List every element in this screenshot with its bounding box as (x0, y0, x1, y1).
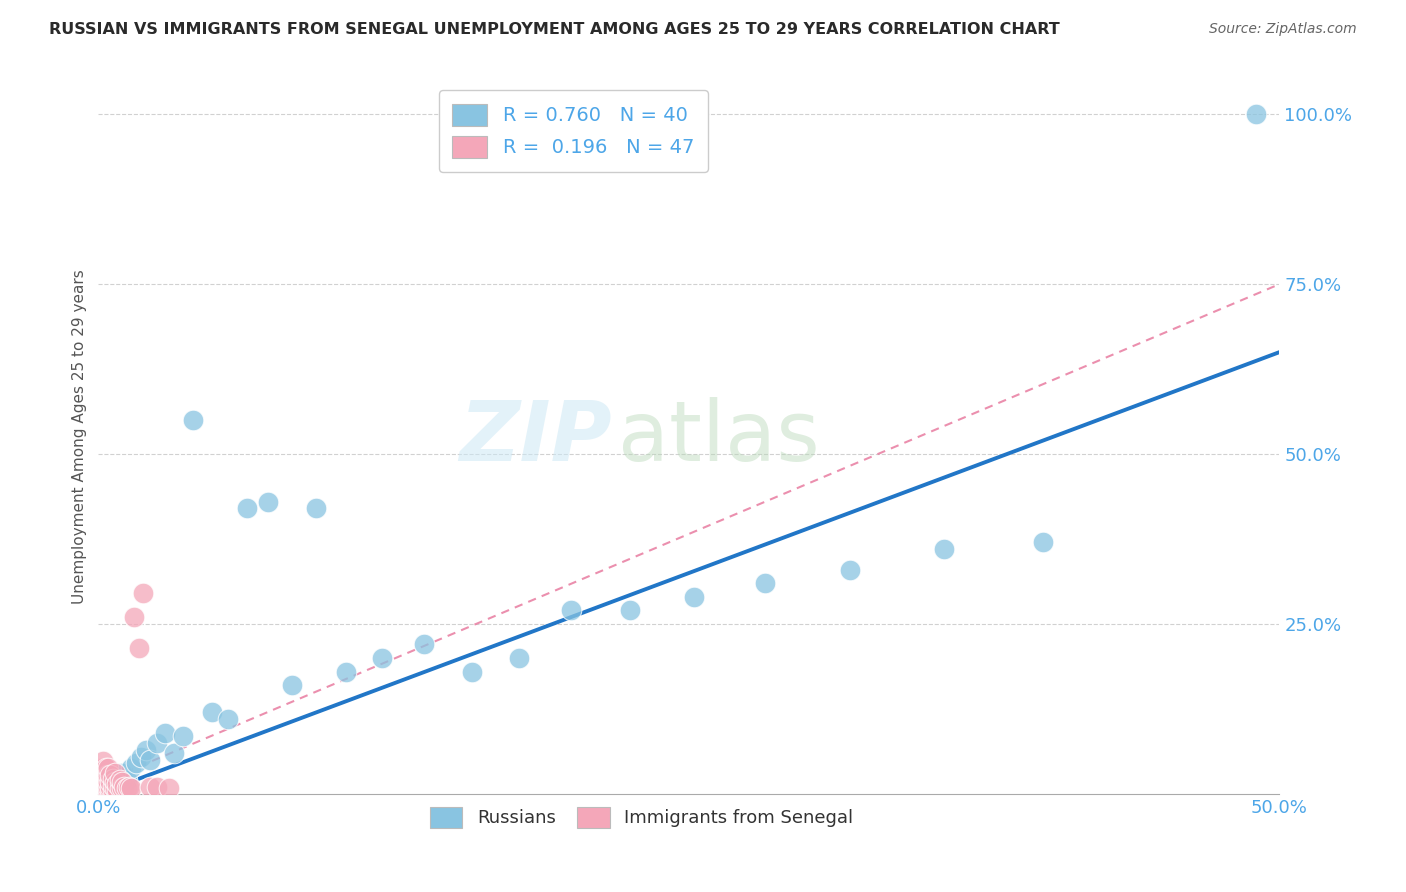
Point (560, 603, 582, 617)
Point (97, 768, 120, 782)
Point (754, 576, 776, 591)
Point (121, 761, 143, 775)
Point (104, 774, 127, 789)
Point (94, 774, 117, 789)
Point (111, 774, 134, 789)
Point (98, 781, 121, 796)
Point (118, 780, 141, 794)
Point (97, 779, 120, 793)
Point (128, 640, 150, 655)
Point (98, 768, 121, 782)
Point (104, 781, 127, 796)
Point (838, 563, 860, 577)
Point (157, 781, 180, 796)
Point (91, 761, 114, 775)
Legend: Russians, Immigrants from Senegal: Russians, Immigrants from Senegal (423, 799, 860, 835)
Point (94, 783, 117, 797)
Point (682, 590, 704, 604)
Point (201, 706, 224, 720)
Point (105, 783, 128, 797)
Point (257, 494, 280, 508)
Point (146, 736, 169, 750)
Point (115, 773, 138, 788)
Point (236, 501, 259, 516)
Point (94, 761, 117, 775)
Point (98, 774, 121, 789)
Point (132, 586, 155, 600)
Point (111, 766, 134, 780)
Point (91, 783, 114, 797)
Point (1244, 107, 1267, 121)
Point (91, 773, 114, 788)
Point (413, 637, 436, 651)
Text: Source: ZipAtlas.com: Source: ZipAtlas.com (1209, 22, 1357, 37)
Point (508, 651, 530, 665)
Point (90, 783, 112, 797)
Point (94, 768, 117, 782)
Point (97, 761, 120, 775)
Text: atlas: atlas (619, 397, 820, 477)
Point (97, 783, 120, 797)
Point (153, 725, 176, 739)
Point (101, 779, 124, 793)
Point (94, 783, 117, 797)
Point (101, 777, 124, 791)
Point (172, 729, 194, 743)
Point (129, 749, 152, 764)
Point (91, 754, 114, 768)
Point (139, 780, 162, 794)
Point (181, 413, 204, 427)
Point (97, 780, 120, 794)
Point (135, 742, 157, 756)
Point (98, 774, 121, 789)
Y-axis label: Unemployment Among Ages 25 to 29 years: Unemployment Among Ages 25 to 29 years (72, 269, 87, 605)
Point (139, 753, 162, 767)
Point (122, 610, 145, 624)
Point (1032, 535, 1054, 549)
Point (104, 766, 127, 780)
Point (932, 542, 955, 557)
Point (108, 773, 131, 788)
Point (101, 783, 124, 797)
Point (90, 768, 112, 782)
Text: RUSSIAN VS IMMIGRANTS FROM SENEGAL UNEMPLOYMENT AMONG AGES 25 TO 29 YEARS CORREL: RUSSIAN VS IMMIGRANTS FROM SENEGAL UNEMP… (49, 22, 1060, 37)
Point (94, 780, 117, 794)
Point (91, 779, 114, 793)
Point (108, 781, 131, 796)
Point (619, 603, 641, 617)
Point (108, 770, 131, 784)
Point (105, 777, 128, 791)
Point (146, 780, 169, 794)
Point (105, 780, 128, 794)
Point (90, 774, 112, 789)
Point (217, 712, 239, 726)
Point (104, 772, 127, 786)
Point (90, 761, 112, 775)
Point (91, 780, 114, 794)
Point (125, 756, 148, 771)
Text: ZIP: ZIP (460, 397, 612, 477)
Point (371, 651, 394, 665)
Point (91, 768, 114, 782)
Point (98, 783, 121, 797)
Point (305, 501, 328, 516)
Point (460, 665, 482, 679)
Point (98, 780, 121, 794)
Point (335, 665, 357, 679)
Point (112, 780, 135, 794)
Point (111, 781, 134, 796)
Point (101, 772, 124, 786)
Point (121, 781, 143, 796)
Point (281, 678, 304, 692)
Point (90, 780, 112, 794)
Point (97, 774, 120, 789)
Point (163, 746, 186, 760)
Point (115, 781, 138, 796)
